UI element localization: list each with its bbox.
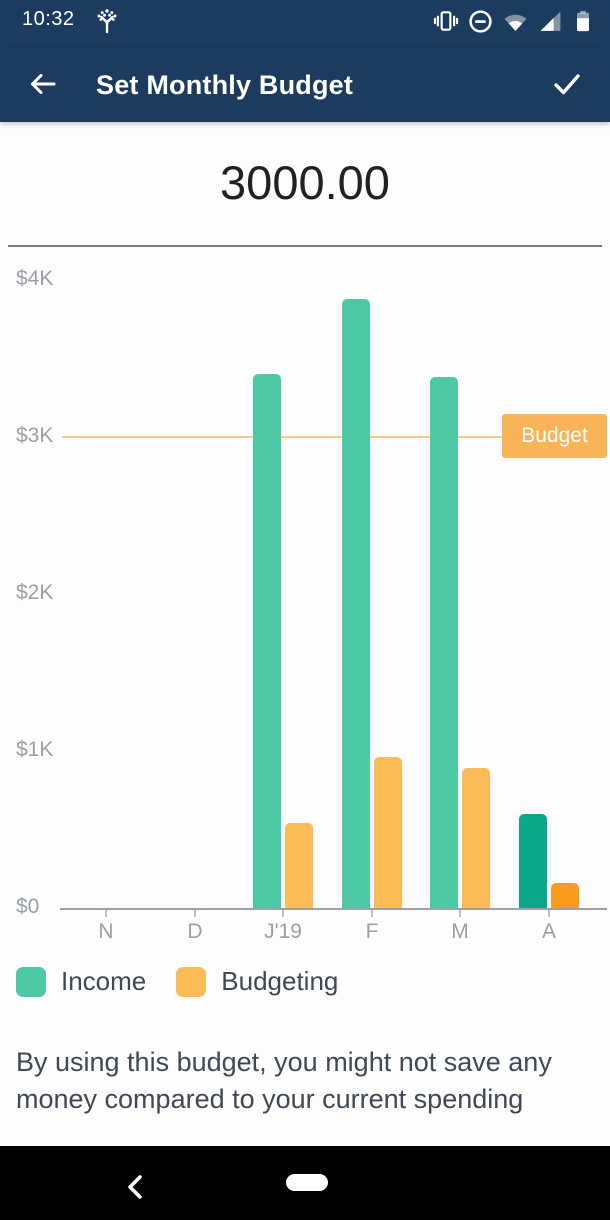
bar-budgeting-A <box>551 883 579 908</box>
chevron-left-icon <box>126 1172 144 1205</box>
legend-item-budgeting: Budgeting <box>176 966 338 997</box>
bar-income-A <box>519 814 547 908</box>
x-axis-label: N <box>98 920 114 943</box>
back-button[interactable] <box>24 65 62 106</box>
app-bar: Set Monthly Budget <box>0 48 610 122</box>
bar-income-F <box>342 299 370 908</box>
check-icon <box>552 69 582 102</box>
income-swatch <box>16 966 46 997</box>
x-axis-tick <box>371 910 373 917</box>
tree-icon <box>95 8 119 39</box>
budgeting-swatch <box>176 966 207 997</box>
y-axis-label: $0 <box>16 895 40 918</box>
confirm-button[interactable] <box>548 65 586 106</box>
clock: 10:32 <box>22 8 75 30</box>
x-axis-label: D <box>187 920 203 943</box>
legend-label: Income <box>61 966 147 996</box>
legend-label: Budgeting <box>221 966 339 996</box>
x-axis-tick <box>105 910 107 917</box>
x-axis-label: F <box>365 920 379 943</box>
budget-badge: Budget <box>502 414 607 458</box>
x-axis-label: M <box>451 920 469 943</box>
x-axis-line <box>60 908 607 910</box>
cell-signal-icon <box>538 9 563 39</box>
budget-amount-field <box>0 155 610 210</box>
page-title: Set Monthly Budget <box>96 69 354 100</box>
x-axis-tick <box>282 910 284 917</box>
x-axis-tick <box>459 910 461 917</box>
x-axis-tick <box>548 910 550 917</box>
legend-item-income: Income <box>16 966 146 997</box>
y-axis-label: $2K <box>16 581 54 604</box>
budget-amount-input[interactable] <box>0 155 610 210</box>
y-axis-label: $4K <box>16 267 54 290</box>
chart-legend: Income Budgeting <box>16 966 338 997</box>
status-bar: 10:32 <box>0 0 610 48</box>
arrow-left-icon <box>28 69 58 102</box>
do-not-disturb-icon <box>468 9 493 39</box>
bar-income-M <box>430 377 458 908</box>
y-axis-label: $1K <box>16 738 54 761</box>
nav-back-button[interactable] <box>122 1168 148 1209</box>
bar-income-J19 <box>253 374 281 908</box>
x-axis-label: A <box>541 920 556 943</box>
x-axis-tick <box>194 910 196 917</box>
bar-budgeting-M <box>462 768 490 908</box>
budget-threshold-line <box>62 436 502 438</box>
bar-budgeting-F <box>374 757 402 908</box>
x-axis-label: J'19 <box>264 920 302 943</box>
budget-warning-text: By using this budget, you might not save… <box>16 1047 552 1114</box>
battery-icon <box>572 8 594 39</box>
android-nav-bar <box>0 1146 610 1220</box>
bar-budgeting-J19 <box>285 823 313 908</box>
wifi-icon <box>502 9 529 39</box>
home-pill[interactable] <box>286 1174 328 1191</box>
vibrate-icon <box>433 8 459 39</box>
input-underline <box>8 245 602 247</box>
y-axis-label: $3K <box>16 424 54 447</box>
